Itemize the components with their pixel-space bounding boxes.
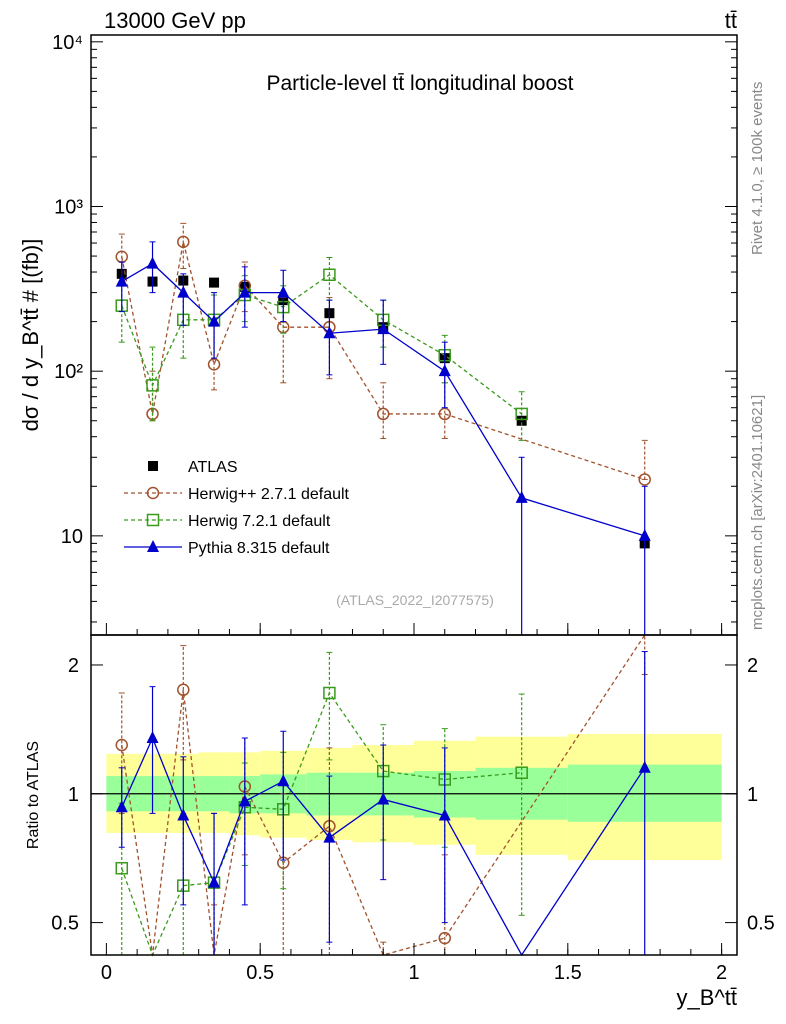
x-tick-label: 0.5 xyxy=(246,962,274,984)
ratio-point xyxy=(323,830,336,843)
mcplots-label: mcplots.cern.ch [arXiv:2401.10621] xyxy=(749,395,766,630)
data-point xyxy=(638,528,651,541)
ratio-point xyxy=(277,774,290,787)
ratio-point xyxy=(177,808,190,821)
series-line xyxy=(121,273,523,415)
legend-marker xyxy=(147,540,159,552)
legend-marker xyxy=(148,461,158,471)
ratio-tick-label: 0.5 xyxy=(51,913,79,935)
data-point xyxy=(516,415,527,426)
ratio-point xyxy=(438,808,451,821)
x-tick-label: 0 xyxy=(101,962,112,984)
chart-title: Particle-level tt̄ longitudinal boost xyxy=(266,72,573,95)
ratio-point xyxy=(438,931,452,945)
ratio-point xyxy=(238,794,251,807)
ratio-tick-label-right: 2 xyxy=(747,655,758,677)
legend-label: Herwig++ 2.7.1 default xyxy=(188,486,350,503)
ratio-point xyxy=(638,760,651,773)
ratio-point xyxy=(115,800,128,813)
y-tick-label: 10² xyxy=(54,361,83,383)
ratio-uncertainty-bands xyxy=(106,733,722,861)
data-point xyxy=(515,407,528,421)
data-point xyxy=(115,274,128,287)
ratio-point xyxy=(177,683,190,697)
y-axis-label: dσ / d y_B^tt̄ # [(fb)] xyxy=(18,239,43,432)
data-point xyxy=(377,322,390,335)
legend-marker xyxy=(146,513,160,527)
data-point xyxy=(177,285,190,298)
ratio-point xyxy=(146,731,159,744)
x-tick-label: 2 xyxy=(716,962,727,984)
legend-label: ATLAS xyxy=(188,459,238,476)
data-point xyxy=(238,285,251,298)
data-point xyxy=(323,326,336,339)
legend-label: Herwig 7.2.1 default xyxy=(188,513,331,530)
ratio-point xyxy=(515,766,528,779)
rivet-label: Rivet 4.1.0, ≥ 100k events xyxy=(749,82,766,255)
ratio-point xyxy=(208,875,221,888)
ratio-tick-label-right: 0.5 xyxy=(747,913,775,935)
legend-label: Pythia 8.315 default xyxy=(188,540,330,557)
series-line xyxy=(121,241,645,481)
ratio-point xyxy=(115,738,129,752)
data-point xyxy=(208,314,221,327)
process-label: tt̄ xyxy=(725,8,737,33)
x-axis-label: y_B^tt̄ xyxy=(677,985,737,1010)
y-tick-label: 10 xyxy=(61,526,83,548)
data-point xyxy=(438,364,451,377)
data-point xyxy=(376,407,390,421)
data-point xyxy=(177,235,190,249)
ratio-line xyxy=(121,691,522,957)
legend-marker xyxy=(146,486,160,500)
y-tick-label: 10³ xyxy=(54,196,83,218)
data-point xyxy=(438,407,452,421)
data-point xyxy=(146,256,159,269)
data-point xyxy=(209,277,220,288)
x-tick-label: 1.5 xyxy=(554,962,582,984)
y-tick-label: 10⁴ xyxy=(52,32,83,54)
data-point xyxy=(638,473,651,486)
ratio-tick-label: 1 xyxy=(68,784,79,806)
ratio-point xyxy=(115,861,129,875)
data-point xyxy=(146,379,159,392)
ratio-point xyxy=(377,792,390,805)
ratio-point xyxy=(323,686,336,700)
data-point xyxy=(515,490,528,503)
analysis-tag: (ATLAS_2022_I2077575) xyxy=(336,592,494,608)
legend: ATLAS Herwig++ 2.7.1 default Herwig 7.2.1 … xyxy=(124,459,350,557)
series-pythia-8-315-default xyxy=(115,241,651,957)
ratio-axis-label: Ratio to ATLAS xyxy=(25,741,42,849)
data-point xyxy=(207,358,221,371)
data-point xyxy=(277,285,290,298)
x-tick-label: 1 xyxy=(408,962,419,984)
energy-label: 13000 GeV pp xyxy=(104,8,246,33)
data-point xyxy=(323,268,336,282)
ratio-tick-label-right: 1 xyxy=(747,784,758,806)
ratio-tick-label: 2 xyxy=(68,655,79,677)
